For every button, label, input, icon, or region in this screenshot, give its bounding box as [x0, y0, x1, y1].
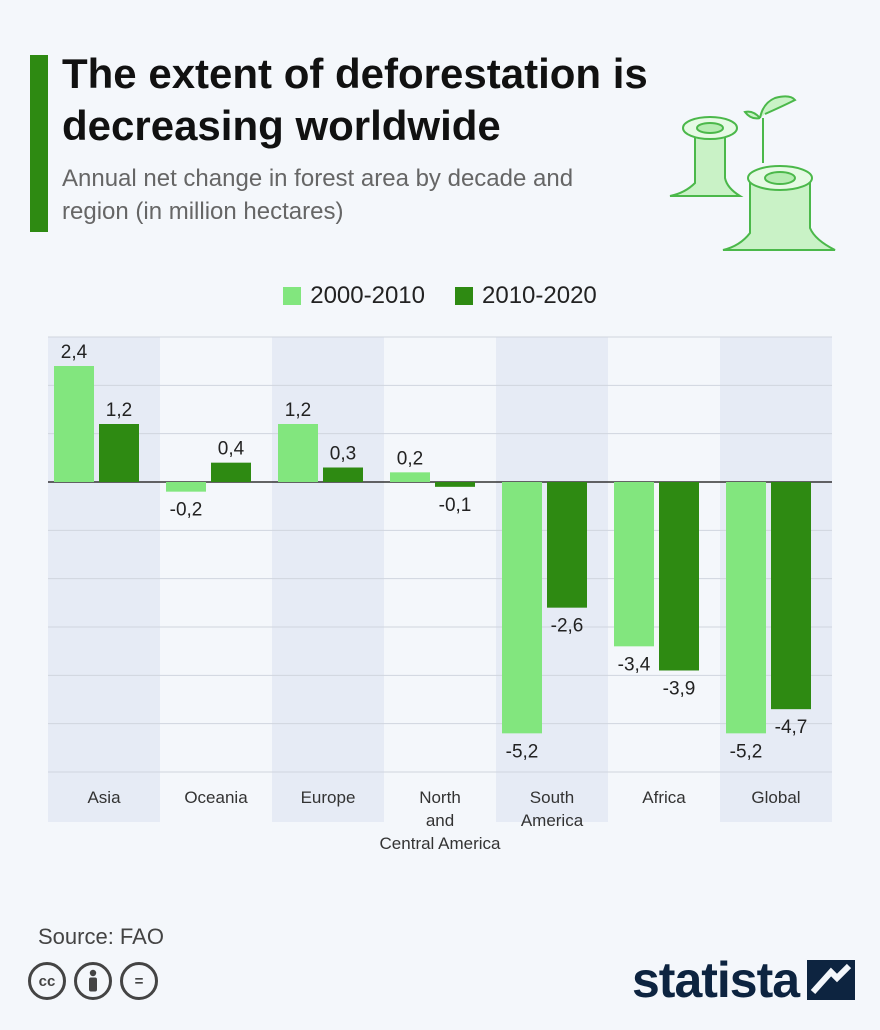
chart-subtitle: Annual net change in forest area by deca…	[62, 165, 574, 225]
data-label: 1,2	[285, 400, 311, 421]
category-label: Asia	[87, 788, 121, 807]
legend-label-2010-2020: 2010-2020	[482, 282, 597, 309]
data-label: -5,2	[506, 741, 539, 762]
data-label: 0,3	[330, 444, 356, 465]
category-label: Global	[751, 788, 800, 807]
legend-item-2000-2010: 2000-2010	[283, 282, 425, 310]
category-label: Africa	[642, 788, 686, 807]
legend-item-2010-2020: 2010-2020	[455, 282, 597, 310]
data-label: 1,2	[106, 400, 132, 421]
no-derivatives-icon: =	[120, 962, 158, 1000]
legend-label-2000-2010: 2000-2010	[310, 282, 425, 309]
bar-2010-2020-africa	[659, 482, 699, 671]
bar-2010-2020-europe	[323, 467, 363, 482]
bar-2000-2010-north-and-central-america	[390, 472, 430, 482]
chart-title: The extent of deforestation is decreasin…	[62, 50, 648, 149]
bar-2000-2010-south-america	[502, 482, 542, 734]
category-label: America	[521, 811, 584, 830]
data-label: 0,2	[397, 448, 423, 469]
data-label: -5,2	[730, 741, 763, 762]
attribution-icon	[74, 962, 112, 1000]
person-glyph	[89, 969, 97, 992]
category-band	[272, 337, 384, 822]
bar-2000-2010-asia	[54, 366, 94, 482]
bar-2010-2020-asia	[99, 424, 139, 482]
data-label: -0,2	[170, 500, 203, 521]
brand-name: statista	[632, 952, 800, 1008]
bar-2000-2010-global	[726, 482, 766, 734]
data-label: -4,7	[775, 717, 808, 738]
data-label: 2,4	[61, 342, 88, 363]
accent-bar	[30, 55, 48, 232]
bar-2010-2020-south-america	[547, 482, 587, 608]
source-note: Source: FAO	[38, 924, 164, 949]
data-label: -2,6	[551, 616, 584, 637]
license-icons: cc =	[28, 962, 158, 1000]
bar-chart: 2,4 -0,2 1,2 0,2 -5,2 -3,4 -5,2 1,2 0,4 0,3 -0,1 -2…	[48, 336, 832, 853]
bar-2000-2010-africa	[614, 482, 654, 647]
category-label: Central America	[380, 834, 501, 853]
legend-swatch-2000-2010	[283, 287, 302, 305]
chart-legend: 2000-2010 2010-2020	[0, 282, 880, 310]
category-label: North	[419, 788, 461, 807]
tree-stump-illustration	[669, 95, 836, 251]
category-label: South	[530, 788, 574, 807]
category-label: and	[426, 811, 454, 830]
category-label: Oceania	[184, 788, 248, 807]
data-label: -0,1	[439, 495, 472, 516]
brand-mark-icon	[807, 960, 856, 1000]
brand-logo: statista	[632, 950, 856, 1010]
bar-2000-2010-europe	[278, 424, 318, 482]
bar-2010-2020-oceania	[211, 462, 251, 482]
data-label: -3,9	[663, 679, 696, 700]
bar-2010-2020-north-and-central-america	[435, 482, 475, 487]
data-label: 0,4	[218, 439, 245, 460]
legend-swatch-2010-2020	[455, 287, 473, 305]
bar-2000-2010-oceania	[166, 482, 206, 492]
cc-icon: cc	[28, 962, 66, 1000]
data-label: -3,4	[618, 654, 651, 675]
category-label: Europe	[301, 788, 356, 807]
bar-2010-2020-global	[771, 482, 811, 710]
